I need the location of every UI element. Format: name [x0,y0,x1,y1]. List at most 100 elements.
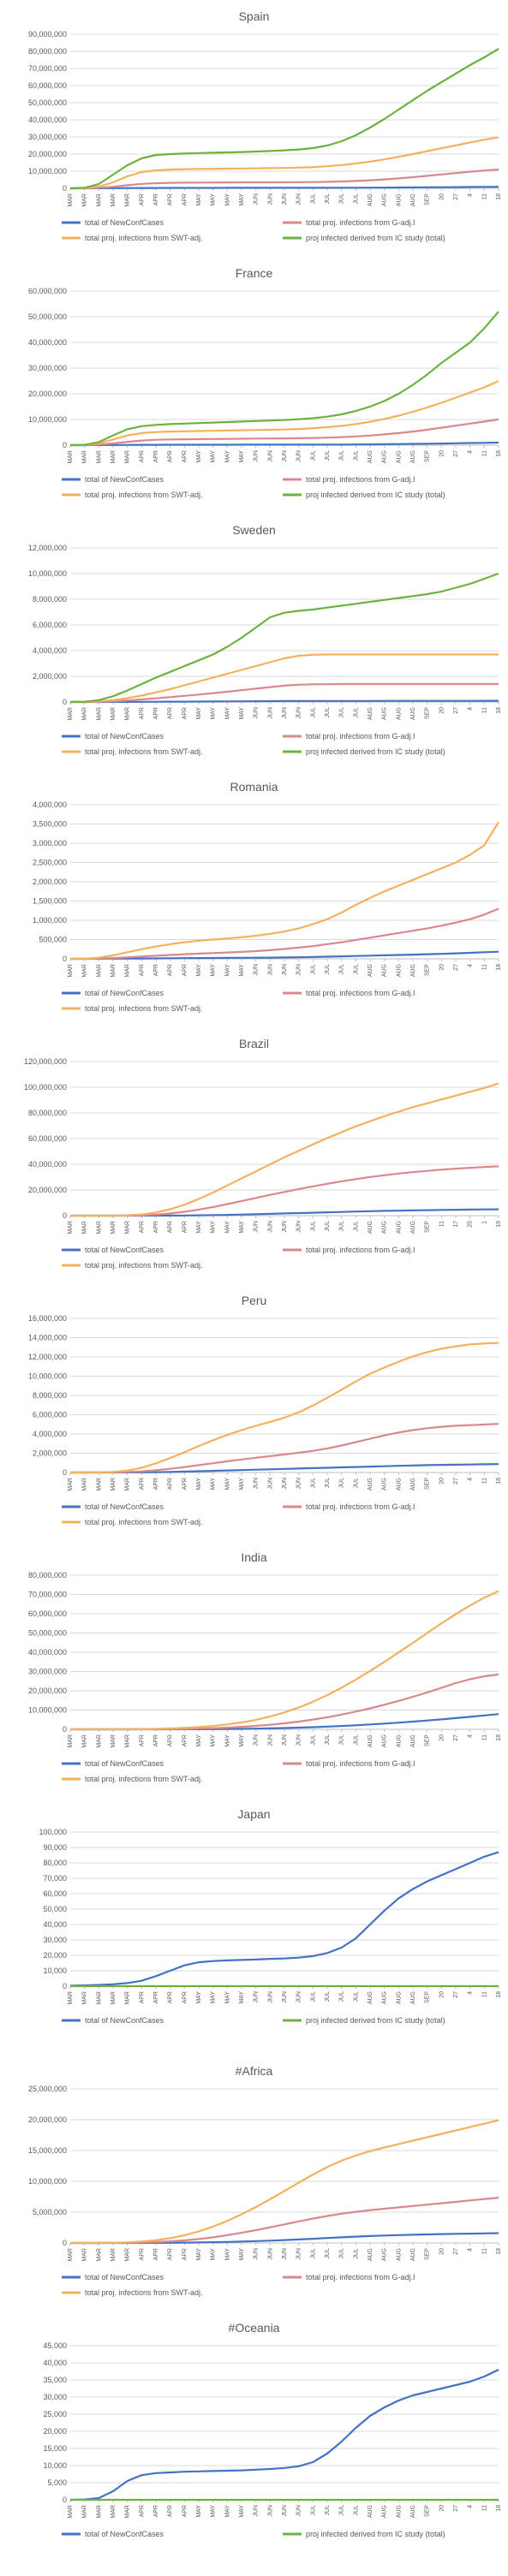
chart-title: Spain [239,9,270,23]
y-tick-label: 5,000 [47,2478,67,2487]
x-tick-label: MAY [196,1478,202,1490]
y-tick-label: 30,000 [43,1936,67,1944]
legend-label: proj infected derived from IC study (tot… [306,747,445,756]
legend-label: total proj. infections from G-adj.I [306,218,415,227]
y-tick-label: 500,000 [39,936,67,944]
x-tick-label: JUN [267,450,273,462]
legend-label: total proj. infections from G-adj.I [306,989,415,997]
x-tick-label: AUG [410,1478,416,1490]
x-tick-label: JUL [353,1478,359,1489]
x-tick-label: JUN [296,964,302,976]
x-tick-label: JUN [296,1991,302,2003]
x-tick-label: MAR [111,1734,117,1748]
y-tick-label: 50,000 [43,1905,67,1913]
x-tick-label: AUG [382,2505,388,2518]
x-tick-label: JUN [282,1478,288,1490]
y-tick-label: 0 [63,1982,67,1990]
x-tick-label: JUL [339,1991,345,2002]
x-tick-label: 11 [481,1478,487,1484]
series-line-total-proj-infections-from-swt-adj [69,821,499,961]
y-tick-label: 20,000,000 [28,1687,67,1695]
x-tick-label: JUL [325,1221,331,1232]
x-tick-label: JUL [310,2505,316,2516]
y-tick-label: 90,000,000 [28,30,67,39]
series-line-total-of-newconfcases [70,1713,499,1731]
x-tick-label: MAR [82,1478,88,1491]
x-tick-label: AUG [382,707,388,720]
x-tick-label: AUG [396,1734,402,1747]
x-tick-label: APR [168,193,174,205]
legend-label: total proj. infections from SWT-adj. [85,491,203,499]
chart-panel-oceania: #Oceania 0 5,000 10,000 15,000 20,000 25,000 30… [0,2311,508,2568]
x-tick-label: MAY [211,707,217,720]
y-tick-label: 35,000 [43,2376,67,2384]
x-tick-label: MAR [82,1221,88,1234]
series-line-total-proj-infections-from-g-adj-i [69,168,499,190]
y-tick-label: 50,000,000 [28,1629,67,1638]
x-tick-label: MAY [224,964,230,977]
y-tick-label: 0 [63,1725,67,1734]
x-tick-label: APR [139,1478,145,1490]
x-tick-label: 27 [453,450,459,457]
x-tick-label: JUN [296,1734,302,1746]
chart-panel-peru: Peru 0 2,000,000 4,000,000 6,000,000 8,000,00… [0,1284,508,1541]
y-tick-label: 3,500,000 [33,820,67,829]
x-tick-label: MAR [68,1478,74,1491]
chart-panel-france: France 0 10,000,000 20,000,000 30,000,000 40,… [0,257,508,514]
x-tick-label: APR [182,964,188,976]
legend-label: total of NewConfCases [85,2016,164,2025]
x-tick-label: JUL [353,2505,359,2516]
x-tick-label: MAR [125,1991,131,2005]
y-tick-label: 40,000,000 [28,338,67,347]
x-tick-label: JUL [353,2248,359,2259]
x-tick-label: SEP [425,964,431,976]
x-tick-label: 18 [496,707,502,714]
x-tick-label: APR [182,1478,188,1490]
x-tick-label: 4 [468,1991,474,1995]
x-tick-label: APR [153,1991,159,2003]
x-tick-label: 27 [453,707,459,714]
x-tick-label: 11 [481,1734,487,1740]
x-tick-label: AUG [410,2505,416,2518]
x-tick-label: AUG [410,193,416,206]
series-line-total-of-newconfcases [70,186,499,190]
chart-title: Peru [242,1294,267,1307]
x-tick-label: JUL [310,193,316,205]
legend-label: total proj. infections from SWT-adj. [85,1004,203,1013]
chart-peru: Peru 0 2,000,000 4,000,000 6,000,000 8,000,00… [28,1294,502,1526]
x-tick-label: JUN [282,1991,288,2003]
legend-label: total proj. infections from G-adj.I [306,2273,415,2282]
x-tick-label: 20 [439,450,445,457]
x-tick-label: JUN [282,964,288,976]
x-tick-label: JUL [325,964,331,975]
x-tick-label: APR [153,450,159,462]
x-tick-label: APR [153,1221,159,1233]
x-tick-label: JUL [325,2505,331,2516]
x-tick-label: SEP [425,707,431,719]
y-tick-label: 20,000 [43,2427,67,2436]
x-tick-label: APR [168,450,174,462]
y-tick-label: 70,000,000 [28,1591,67,1599]
x-tick-label: APR [168,2505,174,2517]
y-tick-label: 60,000,000 [28,1609,67,1618]
series-line-total-proj-infections-from-swt-adj [70,2119,499,2245]
y-tick-label: 20,000,000 [28,150,67,158]
y-tick-label: 80,000,000 [28,1109,67,1117]
x-tick-label: APR [139,1734,145,1746]
legend-label: proj infected derived from IC study (tot… [306,2016,445,2025]
chart-panel-romania: Romania 0 500,000 1,000,000 1,500,000 2,000,0… [0,770,508,1027]
x-tick-label: AUG [396,2505,402,2518]
x-tick-label: 25 [468,1221,474,1228]
series-line-total-proj-infections-from-g-adj-i [70,1673,499,1731]
x-tick-label: 27 [453,964,459,971]
x-tick-label: AUG [382,1734,388,1747]
chart-spain: Spain 0 10,000,000 20,000,000 30,000,000 40,0… [28,9,502,242]
y-tick-label: 120,000,000 [24,1057,67,1066]
y-tick-label: 25,000,000 [28,2085,67,2093]
x-tick-label: JUN [282,1734,288,1746]
x-tick-label: MAR [111,1221,117,1234]
x-tick-label: JUN [267,1478,273,1490]
x-tick-label: JUL [310,707,316,718]
y-tick-label: 10,000,000 [28,167,67,176]
x-tick-label: MAY [211,2248,217,2261]
